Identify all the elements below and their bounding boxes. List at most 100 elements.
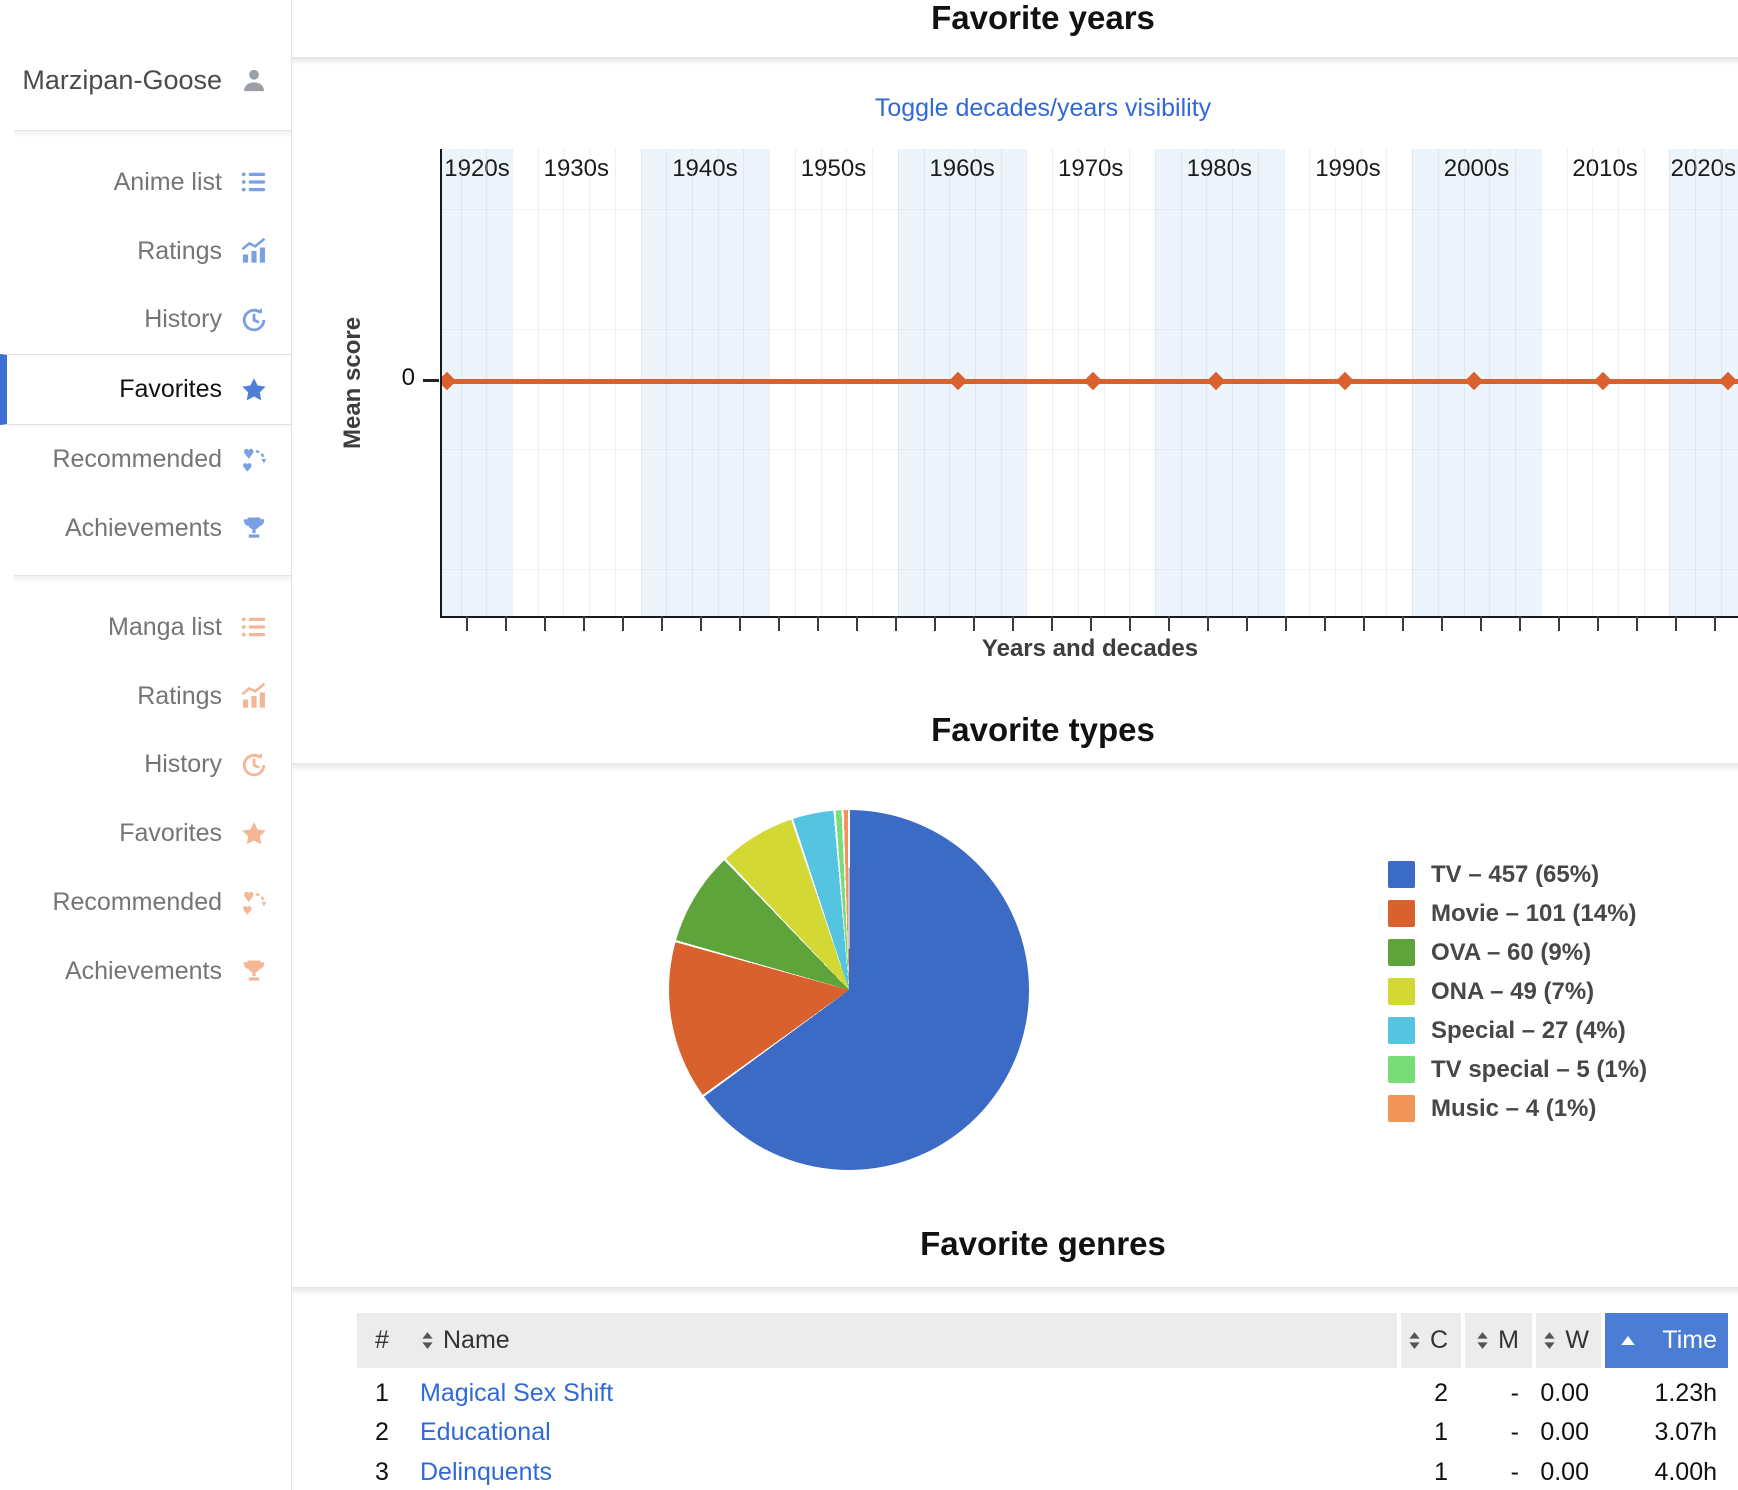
x-tick-mark (817, 616, 819, 631)
table-cell: 1 (1434, 1457, 1448, 1486)
y-tick-mark (423, 379, 439, 382)
x-tick-mark (739, 616, 741, 631)
x-tick-mark (1714, 616, 1716, 631)
legend-swatch (1388, 1056, 1415, 1083)
table-cell: 0.00 (1540, 1457, 1589, 1486)
column-header-name[interactable]: Name (420, 1313, 1397, 1368)
decade-label-2000s: 2000s (1443, 155, 1510, 182)
sidebar-item-ratings[interactable]: Ratings (0, 217, 291, 286)
column-header--: # (357, 1313, 420, 1368)
history-icon (240, 751, 268, 779)
gridline (442, 329, 1738, 330)
x-tick-mark (622, 616, 624, 631)
sidebar: Marzipan-Goose Anime list Ratings History F… (0, 0, 292, 1490)
sidebar-item-recommended[interactable]: Recommended (0, 425, 291, 494)
sidebar-item-label: Manga list (108, 612, 222, 641)
column-label: W (1565, 1326, 1589, 1354)
trophy-icon (240, 514, 268, 542)
sidebar-item-label: Achievements (64, 956, 222, 985)
x-tick-mark (973, 616, 975, 631)
data-point-marker (1083, 371, 1102, 391)
x-tick-mark (1051, 616, 1053, 631)
sidebar-item-history[interactable]: History (0, 731, 291, 800)
sort-icon (1407, 1331, 1422, 1350)
x-tick-mark (1246, 616, 1248, 631)
sidebar-item-label: Recommended (52, 888, 222, 917)
x-tick-mark (1402, 616, 1404, 631)
legend-label: TV special – 5 (1%) (1431, 1055, 1648, 1083)
x-tick-mark (1129, 616, 1131, 631)
section-divider (292, 57, 1738, 69)
legend-item-ova: OVA – 60 (9%) (1388, 939, 1647, 966)
column-label: # (375, 1326, 389, 1354)
column-header-c[interactable]: C (1397, 1313, 1461, 1368)
sidebar-item-history[interactable]: History (0, 286, 291, 355)
column-header-w[interactable]: W (1532, 1313, 1601, 1368)
star-icon (240, 820, 268, 848)
user-profile[interactable]: Marzipan-Goose (0, 45, 291, 115)
genre-link[interactable]: Educational (420, 1418, 551, 1447)
x-tick-mark (1207, 616, 1209, 631)
decade-label-1960s: 1960s (929, 155, 995, 182)
sort-icon (420, 1331, 435, 1350)
decade-label-2020s: 2020s (1670, 155, 1736, 182)
x-tick-mark (1285, 616, 1287, 631)
genres-table-body: 1 Magical Sex Shift 2-0.00 1.23h 2 Educationa… (357, 1374, 1728, 1490)
x-tick-mark (934, 616, 936, 631)
column-label: M (1498, 1326, 1519, 1354)
genre-link-cell: Delinquents (420, 1458, 1397, 1487)
genre-link[interactable]: Delinquents (420, 1457, 553, 1486)
legend-item-ona: ONA – 49 (7%) (1388, 978, 1647, 1005)
sidebar-item-ratings[interactable]: Ratings (0, 662, 291, 731)
x-tick-mark (778, 616, 780, 631)
legend-label: Music – 4 (1%) (1431, 1094, 1597, 1122)
gridline (442, 449, 1738, 450)
sidebar-item-label: Favorites (119, 375, 222, 404)
sidebar-divider (14, 130, 291, 140)
sidebar-item-anime-list[interactable]: Anime list (0, 148, 291, 217)
legend-item-movie: Movie – 101 (14%) (1388, 900, 1647, 927)
sidebar-item-label: History (144, 750, 222, 779)
column-label: Name (443, 1326, 510, 1354)
years-line-chart: Mean score 0 1920s 1930s 1940s 1950s 1960s 19… (339, 149, 1738, 662)
sidebar-item-achievements[interactable]: Achievements (0, 937, 291, 1006)
column-label: C (1429, 1326, 1448, 1354)
pie-legend: TV – 457 (65%) Movie – 101 (14%) OVA – 60 … (1388, 861, 1647, 1134)
sidebar-item-manga-list[interactable]: Manga list (0, 593, 291, 662)
genre-link[interactable]: Magical Sex Shift (420, 1379, 614, 1408)
toggle-visibility-link[interactable]: Toggle decades/years visibility (874, 94, 1212, 122)
table-cell: 1.23h (1654, 1379, 1717, 1408)
decade-label-1980s: 1980s (1186, 155, 1252, 182)
x-tick-mark (700, 616, 702, 631)
genres-table: # Name C M W Time 1 Magical Sex Shift 2-0.00 1.2… (357, 1313, 1728, 1490)
sidebar-item-favorites[interactable]: Favorites (0, 354, 291, 426)
x-tick-mark (583, 616, 585, 631)
x-tick-mark (1363, 616, 1365, 631)
sidebar-item-label: Achievements (64, 513, 222, 542)
decade-label-2010s: 2010s (1572, 155, 1638, 182)
legend-item-tv: TV – 457 (65%) (1388, 861, 1647, 888)
column-header-time[interactable]: Time (1601, 1313, 1728, 1368)
sidebar-item-achievements[interactable]: Achievements (0, 494, 291, 563)
sidebar-item-recommended[interactable]: Recommended (0, 868, 291, 937)
legend-label: Special – 27 (4%) (1431, 1016, 1626, 1044)
y-axis-label: Mean score (339, 316, 366, 449)
trophy-icon (240, 957, 268, 985)
data-point-marker (1336, 371, 1355, 391)
x-axis-label: Years and decades (981, 635, 1199, 662)
legend-swatch (1388, 861, 1415, 888)
legend-label: Movie – 101 (14%) (1431, 899, 1637, 927)
x-tick-mark (1597, 616, 1599, 631)
table-cell: 1 (1434, 1418, 1448, 1447)
table-cell: 0.00 (1540, 1418, 1589, 1447)
sidebar-item-favorites[interactable]: Favorites (0, 799, 291, 868)
table-row: 3 Delinquents 1 -0.00 4.00h (357, 1453, 1728, 1490)
legend-label: TV – 457 (65%) (1431, 860, 1600, 888)
column-label: Time (1662, 1326, 1717, 1354)
x-tick-mark (1168, 616, 1170, 631)
column-header-m[interactable]: M (1461, 1313, 1532, 1368)
list-icon (240, 613, 268, 641)
table-cell: 2 (1434, 1379, 1448, 1408)
section-divider (292, 763, 1738, 775)
